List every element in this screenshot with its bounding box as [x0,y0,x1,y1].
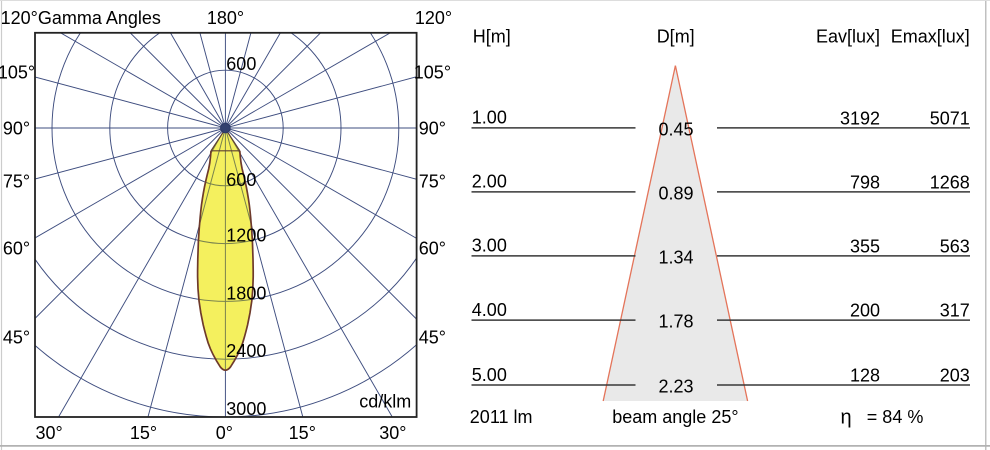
svg-text:128: 128 [850,366,880,386]
svg-text:105°: 105° [0,62,35,82]
svg-text:Emax[lux]: Emax[lux] [891,27,970,47]
svg-text:0.45: 0.45 [658,119,693,139]
svg-text:H[m]: H[m] [473,27,511,47]
svg-text:105°: 105° [414,62,451,82]
svg-text:2011 lm: 2011 lm [470,407,533,427]
svg-text:2.00: 2.00 [472,172,507,192]
svg-text:Eav[lux]: Eav[lux] [816,27,880,47]
svg-text:cd/klm: cd/klm [359,392,411,412]
svg-text:355: 355 [850,237,880,257]
svg-text:45°: 45° [3,327,30,347]
svg-text:beam angle 25°: beam angle 25° [612,407,738,427]
svg-text:3192: 3192 [840,109,880,129]
svg-text:1800: 1800 [226,283,266,303]
svg-text:120°Gamma Angles: 120°Gamma Angles [1,8,161,28]
svg-text:563: 563 [940,237,970,257]
svg-text:2.23: 2.23 [658,376,693,396]
svg-text:1.00: 1.00 [472,108,507,128]
svg-text:0.89: 0.89 [658,183,693,203]
svg-text:60°: 60° [419,239,446,259]
svg-text:η: η [841,407,852,429]
svg-text:30°: 30° [35,423,62,443]
svg-text:3000: 3000 [226,399,266,419]
svg-text:15°: 15° [289,423,316,443]
svg-text:45°: 45° [419,327,446,347]
svg-text:75°: 75° [419,172,446,192]
svg-text:1.34: 1.34 [658,247,693,267]
svg-text:60°: 60° [3,239,30,259]
svg-text:90°: 90° [419,119,446,139]
svg-text:5071: 5071 [930,109,970,129]
svg-text:798: 798 [850,173,880,193]
svg-text:1268: 1268 [930,173,970,193]
svg-text:= 84 %: = 84 % [867,407,924,427]
svg-text:317: 317 [940,301,970,321]
svg-text:2400: 2400 [226,341,266,361]
svg-text:180°: 180° [207,8,244,28]
svg-text:120°: 120° [415,8,452,28]
svg-text:D[m]: D[m] [657,27,695,47]
svg-text:1.78: 1.78 [658,312,693,332]
svg-text:90°: 90° [3,119,30,139]
svg-text:15°: 15° [130,423,157,443]
svg-text:4.00: 4.00 [472,300,507,320]
svg-text:203: 203 [940,366,970,386]
svg-text:30°: 30° [379,423,406,443]
svg-text:75°: 75° [3,172,30,192]
svg-text:600: 600 [226,54,256,74]
svg-text:1200: 1200 [226,226,266,246]
svg-text:0°: 0° [216,423,233,443]
svg-text:200: 200 [850,301,880,321]
svg-text:3.00: 3.00 [472,236,507,256]
svg-text:600: 600 [226,170,256,190]
svg-text:5.00: 5.00 [472,365,507,385]
